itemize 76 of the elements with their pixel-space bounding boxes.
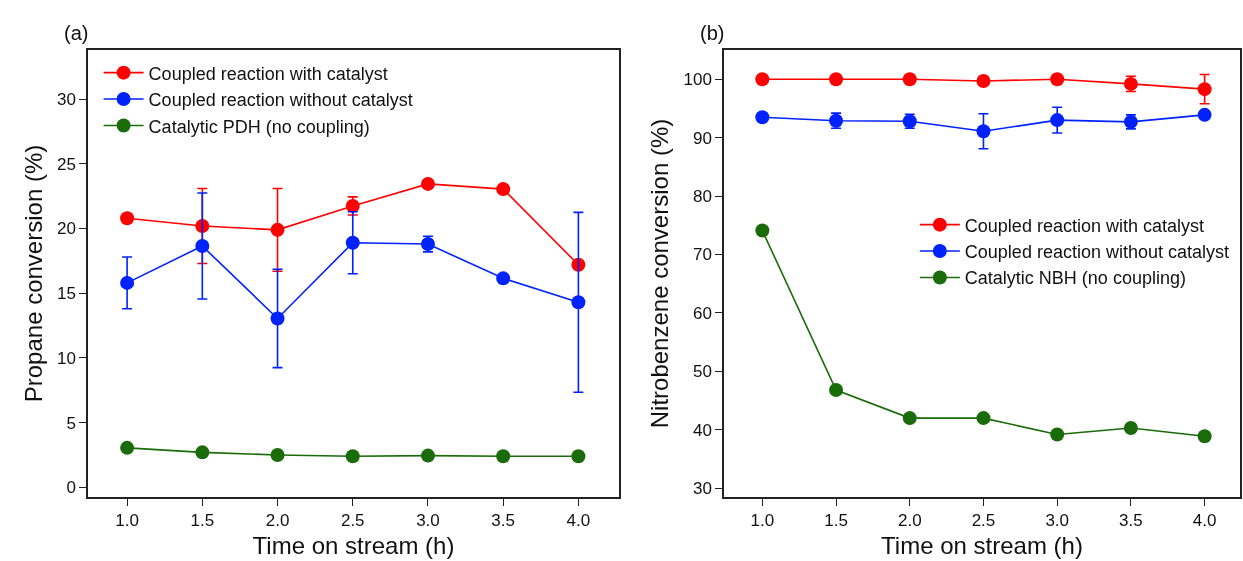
x-tick-label: 4.0: [566, 511, 591, 531]
point: [1050, 113, 1065, 128]
point: [345, 449, 360, 464]
x-tick-label: 2.5: [340, 511, 365, 531]
point: [195, 218, 210, 233]
y-tick-label: 40: [692, 420, 712, 440]
y-tick-label: 20: [56, 219, 76, 239]
y-tick-label: 60: [692, 303, 712, 323]
y-tick-label: 80: [692, 187, 712, 207]
x-tick-label: 1.0: [750, 511, 775, 531]
legend-label: Coupled reaction with catalyst: [964, 215, 1204, 236]
y-tick-label: 15: [56, 284, 76, 304]
point: [496, 182, 511, 197]
point: [829, 72, 844, 87]
legend-label: Catalytic PDH (no coupling): [148, 116, 370, 137]
y-tick-label: 100: [683, 70, 712, 90]
point: [270, 447, 285, 462]
point: [976, 411, 991, 426]
x-tick-label: 2.5: [971, 511, 996, 531]
point: [496, 449, 511, 464]
legend-label: Catalytic NBH (no coupling): [964, 268, 1186, 289]
x-tick-label: 3.0: [416, 511, 440, 531]
x-tick-label: 3.0: [1045, 511, 1070, 531]
point: [420, 176, 435, 191]
point: [902, 411, 917, 426]
x-tick-label: 2.0: [897, 511, 922, 531]
x-tick-label: 3.5: [491, 511, 515, 531]
point: [270, 222, 285, 237]
point: [1197, 82, 1212, 97]
y-tick-label: 90: [692, 128, 712, 148]
point: [195, 445, 210, 460]
point: [571, 449, 586, 464]
chart-title: (a): [64, 22, 89, 44]
legend-label: Coupled reaction with catalyst: [148, 63, 388, 84]
point: [1197, 429, 1212, 444]
point: [270, 311, 285, 326]
point: [571, 295, 586, 310]
x-axis-title: Time on stream (h): [881, 531, 1083, 559]
point: [755, 72, 770, 87]
point: [755, 110, 770, 125]
x-tick-label: 1.5: [190, 511, 215, 531]
point: [345, 235, 360, 250]
point: [120, 211, 135, 226]
point: [829, 383, 844, 398]
point: [420, 448, 435, 463]
y-tick-label: 30: [692, 479, 712, 499]
point: [976, 73, 991, 88]
y-tick-label: 0: [66, 478, 76, 498]
x-tick-label: 1.5: [824, 511, 848, 531]
x-tick-label: 3.5: [1119, 511, 1143, 531]
y-tick-label: 70: [692, 245, 712, 265]
x-tick-label: 2.0: [265, 511, 290, 531]
y-axis-title: Propane conversion (%): [19, 144, 47, 403]
point: [120, 440, 135, 455]
point: [120, 275, 135, 290]
y-tick-label: 25: [56, 154, 76, 174]
chart-title: (b): [700, 22, 725, 44]
y-axis-title: Nitrobenzene conversion (%): [646, 118, 674, 429]
x-axis-title: Time on stream (h): [252, 531, 455, 559]
y-tick-label: 10: [56, 348, 76, 368]
x-tick-label: 4.0: [1192, 511, 1217, 531]
point: [1123, 421, 1138, 436]
point: [755, 223, 770, 238]
legend-label: Coupled reaction without catalyst: [148, 90, 413, 111]
y-tick-label: 30: [56, 90, 76, 110]
point: [195, 239, 210, 253]
legend-label: Coupled reaction without catalyst: [964, 242, 1229, 263]
y-tick-label: 50: [692, 362, 712, 382]
point: [1050, 427, 1065, 442]
point: [496, 271, 511, 286]
point: [1197, 107, 1212, 122]
point: [1050, 72, 1065, 87]
point: [976, 124, 991, 139]
y-tick-label: 5: [66, 413, 76, 433]
x-tick-label: 1.0: [115, 511, 139, 531]
point: [902, 72, 917, 87]
